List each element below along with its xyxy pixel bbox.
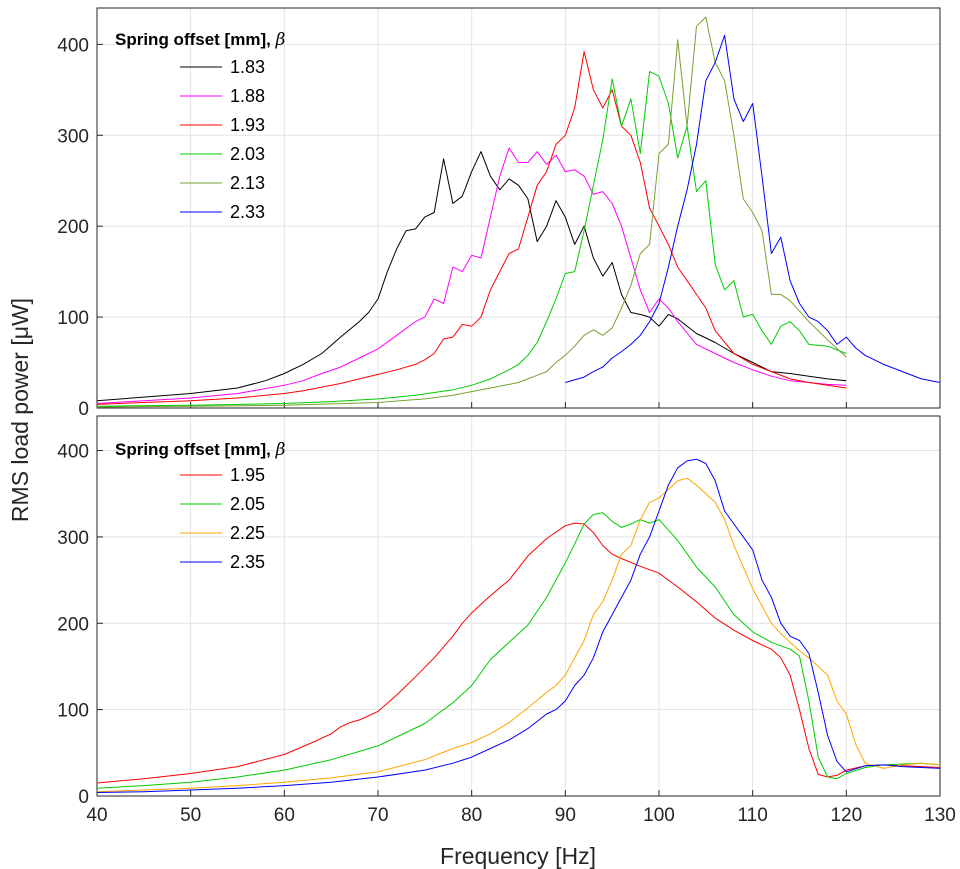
x-tick-label: 70 [367,805,388,826]
y-tick-label: 400 [57,442,89,463]
top-y-ticks: 0 100 200 300 400 [57,35,89,420]
y-tick-label: 100 [57,308,89,329]
y-tick-label: 0 [78,399,89,420]
x-tick-label: 40 [86,805,107,826]
legend-label-1.83: 1.83 [230,57,265,77]
bottom-axes-box [96,415,941,797]
x-tick-label: 110 [738,805,768,826]
y-tick-label: 300 [57,528,89,549]
series-line-1.83 [96,151,847,402]
series-line-2.05 [96,512,941,789]
legend-label-2.13: 2.13 [230,173,265,193]
top-legend: Spring offset [mm], β 1.83 1.88 1.93 2.03 2.… [115,30,286,222]
legend-label-2.03: 2.03 [230,144,265,164]
series-line-1.88 [96,147,847,404]
x-tick-label: 130 [924,805,956,826]
legend-label-2.33: 2.33 [230,202,265,222]
bottom-series [96,458,941,793]
y-tick-label: 200 [57,614,89,635]
legend-label-2.25: 2.25 [230,523,265,543]
top-series [96,16,941,408]
x-axis-label: Frequency [Hz] [440,843,596,869]
legend-label-1.88: 1.88 [230,86,265,106]
legend-label-1.95: 1.95 [230,465,265,485]
x-tick-label: 90 [555,805,576,826]
legend-label-1.93: 1.93 [230,115,265,135]
x-tick-label: 120 [830,805,862,826]
y-tick-label: 200 [57,217,89,238]
bottom-y-ticks: 0 100 200 300 400 [57,442,89,808]
top-panel: 0 100 200 300 400 Spring offset [mm], β 1.83… [57,7,941,420]
series-line-2.25 [96,477,941,793]
series-line-2.03 [96,71,847,407]
series-line-1.95 [96,522,941,784]
y-tick-label: 0 [78,787,89,808]
top-legend-title: Spring offset [mm], β [115,30,286,50]
y-tick-label: 400 [57,35,89,56]
series-line-2.35 [96,458,941,793]
legend-label-2.05: 2.05 [230,494,265,514]
x-tick-label: 80 [461,805,482,826]
bottom-legend-items: 1.95 2.05 2.25 2.35 [180,465,265,572]
x-ticks: 40 50 60 70 80 90 100 110 120 130 [86,805,955,826]
series-line-2.13 [96,16,847,408]
bottom-legend: Spring offset [mm], β 1.95 2.05 2.25 2.35 [115,440,286,572]
x-tick-label: 50 [180,805,201,826]
x-tick-label: 60 [274,805,295,826]
y-tick-label: 100 [57,701,89,722]
top-legend-items: 1.83 1.88 1.93 2.03 2.13 2.33 [180,57,265,222]
y-tick-label: 300 [57,126,89,147]
top-axes-box [96,7,941,409]
legend-label-2.35: 2.35 [230,552,265,572]
series-line-1.93 [96,51,847,405]
series-line-2.33 [565,34,941,383]
bottom-legend-title: Spring offset [mm], β [115,440,286,460]
x-tick-label: 100 [643,805,675,826]
bottom-panel: 0 100 200 300 400 40 50 60 70 80 90 100 110 120 130 S… [57,415,956,826]
y-axis-label: RMS load power [μW] [7,298,33,522]
